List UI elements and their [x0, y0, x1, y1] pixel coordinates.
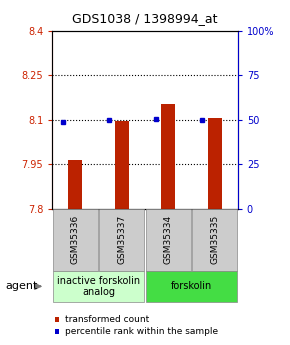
Text: transformed count: transformed count	[65, 315, 149, 324]
Text: GSM35336: GSM35336	[71, 215, 80, 264]
Text: GSM35337: GSM35337	[117, 215, 126, 264]
Bar	[208, 118, 222, 209]
Bar	[115, 121, 129, 209]
Text: forskolin: forskolin	[171, 282, 212, 291]
Text: inactive forskolin
analog: inactive forskolin analog	[57, 276, 140, 297]
Text: GSM35334: GSM35334	[164, 215, 173, 264]
Text: GDS1038 / 1398994_at: GDS1038 / 1398994_at	[72, 12, 218, 25]
Text: GSM35335: GSM35335	[210, 215, 219, 264]
Text: percentile rank within the sample: percentile rank within the sample	[65, 327, 218, 336]
Text: agent: agent	[6, 282, 38, 291]
Bar	[161, 104, 175, 209]
Bar	[68, 160, 82, 209]
